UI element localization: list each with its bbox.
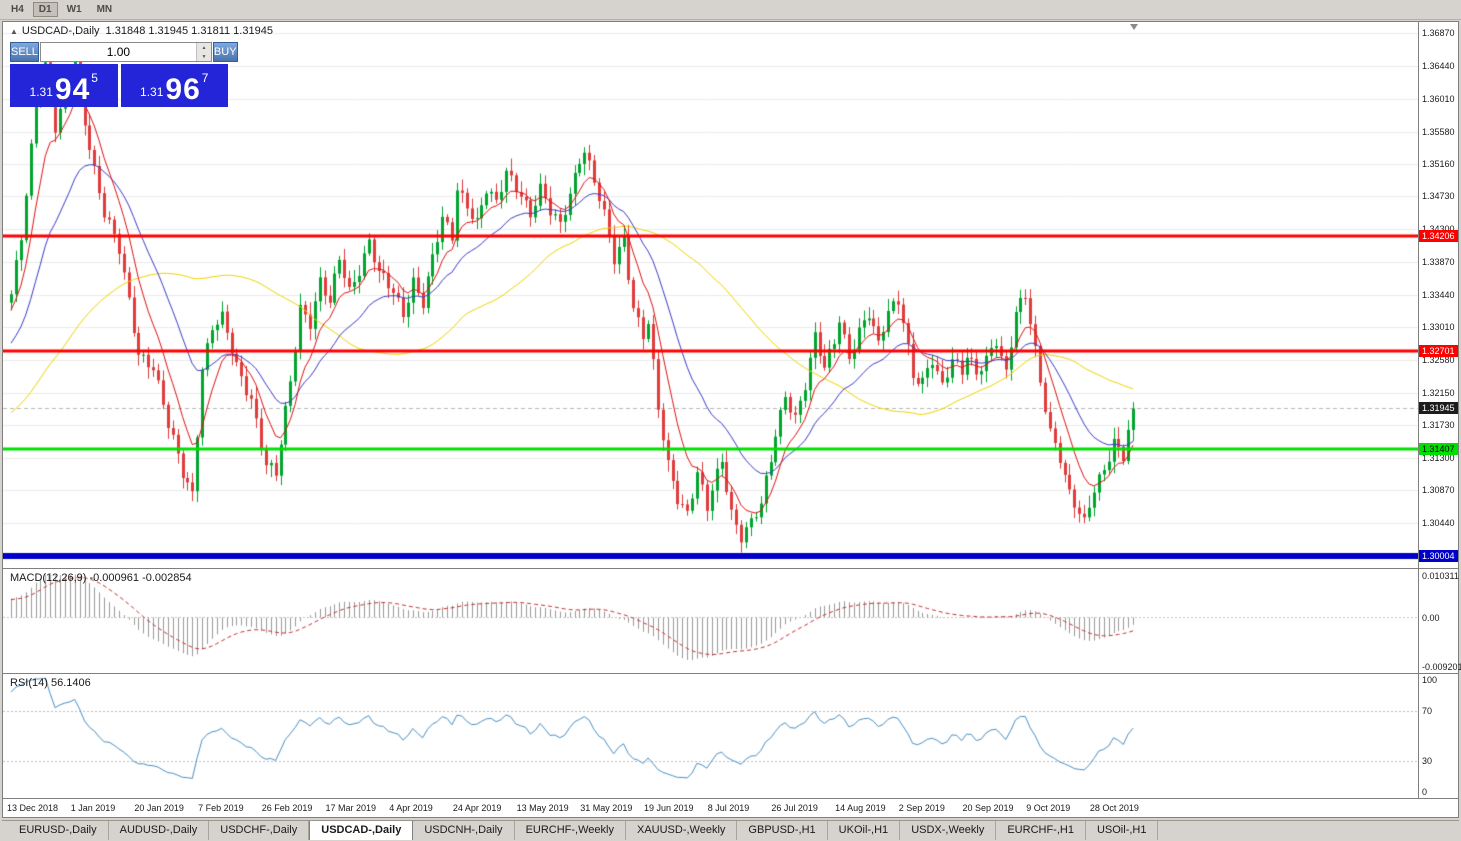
trade-prices-row: 1.31 94 5 1.31 96 7 xyxy=(10,64,228,107)
time-axis-label: 1 Jan 2019 xyxy=(70,803,116,813)
time-axis-label: 19 Jun 2019 xyxy=(644,803,694,813)
time-axis-label: 7 Feb 2019 xyxy=(198,803,244,813)
timeframe-button-h4[interactable]: H4 xyxy=(11,4,24,15)
chart-shift-marker-icon[interactable] xyxy=(1130,24,1138,30)
level-price-label: 1.31407 xyxy=(1419,443,1458,455)
time-axis-label: 4 Apr 2019 xyxy=(389,803,433,813)
chart-window: 13 Dec 2018 1 Jan 2019 20 Jan 2019 7 Feb 20… xyxy=(2,21,1461,818)
time-axis-label: 9 Oct 2019 xyxy=(1026,803,1071,813)
tab-usdcnh-daily[interactable]: USDCNH-,Daily xyxy=(413,821,515,840)
price-axis-divider xyxy=(1418,22,1419,799)
price-axis-tick: 1.33440 xyxy=(1422,290,1455,300)
time-axis-label: 20 Sep 2019 xyxy=(962,803,1014,813)
time-axis-label: 13 Dec 2018 xyxy=(7,803,59,813)
sell-price-prefix: 1.31 xyxy=(29,85,53,99)
time-axis-label: 26 Feb 2019 xyxy=(261,803,313,813)
sell-price-big: 94 xyxy=(54,73,91,106)
price-axis-tick: 1.31730 xyxy=(1422,420,1455,430)
price-axis-tick: 1.36010 xyxy=(1422,94,1455,104)
level-price-label: 1.32701 xyxy=(1419,345,1458,357)
level-price-label: 1.30004 xyxy=(1419,550,1458,562)
tab-usdchf-daily[interactable]: USDCHF-,Daily xyxy=(209,821,310,840)
level-price-label: 1.34206 xyxy=(1419,230,1458,242)
volume-input[interactable] xyxy=(40,43,196,61)
price-axis-tick: 1.31300 xyxy=(1422,453,1455,463)
price-axis-tick: 1.35580 xyxy=(1422,127,1455,137)
tab-usdx-weekly[interactable]: USDX-,Weekly xyxy=(900,821,997,840)
time-axis-label: 17 Mar 2019 xyxy=(325,803,377,813)
macd-axis-zero: 0.00 xyxy=(1422,612,1440,623)
price-axis-tick: 1.33870 xyxy=(1422,257,1455,267)
time-axis-label: 26 Jul 2019 xyxy=(771,803,818,813)
sell-price-point: 5 xyxy=(91,71,98,85)
time-axis-label: 2 Sep 2019 xyxy=(898,803,945,813)
pane-splitter[interactable] xyxy=(3,568,1458,569)
chart-title: ▲ USDCAD-,Daily 1.31848 1.31945 1.31811 1.… xyxy=(10,25,273,37)
tab-usdcad-daily[interactable]: USDCAD-,Daily xyxy=(309,821,414,840)
buy-price-point: 7 xyxy=(201,71,209,85)
price-axis-tick: 1.30440 xyxy=(1422,518,1455,528)
sell-price-display[interactable]: 1.31 94 5 xyxy=(10,64,118,107)
volume-down-icon[interactable]: ▼ xyxy=(196,52,211,61)
volume-up-icon[interactable]: ▲ xyxy=(196,43,211,52)
timeframe-toolbar: H4 D1 W1 MN xyxy=(0,0,1461,20)
macd-axis-max: 0.010311 xyxy=(1422,571,1459,581)
macd-indicator-label: MACD(12,26,9) -0.000961 -0.002854 xyxy=(10,572,192,584)
time-axis-label: 13 May 2019 xyxy=(516,803,569,813)
timeframe-button-w1[interactable]: W1 xyxy=(66,4,82,15)
trade-controls-row: SELL ▲ ▼ BUY xyxy=(10,42,238,62)
buy-price-big: 96 xyxy=(165,73,201,106)
price-axis-tick: 1.32580 xyxy=(1422,355,1455,365)
one-click-trading-panel: SELL ▲ ▼ BUY 1.31 94 5 1.31 96 7 xyxy=(10,42,238,107)
chart-symbol-period: USDCAD-,Daily xyxy=(21,25,100,37)
timeframe-button-mn[interactable]: MN xyxy=(96,4,113,15)
tab-gbpusd-h1[interactable]: GBPUSD-,H1 xyxy=(737,821,828,840)
volume-box: ▲ ▼ xyxy=(39,42,212,62)
price-axis-tick: 1.34300 xyxy=(1422,224,1455,234)
price-axis-tick: 1.35160 xyxy=(1422,159,1455,169)
time-axis-label: 31 May 2019 xyxy=(580,803,633,813)
rsi-axis-tick: 100 xyxy=(1422,675,1438,685)
current-price-label: 1.31945 xyxy=(1419,402,1458,414)
rsi-indicator-canvas[interactable] xyxy=(3,674,1418,798)
tab-eurchf-weekly[interactable]: EURCHF-,Weekly xyxy=(515,821,626,840)
rsi-axis-tick: 30 xyxy=(1422,756,1433,766)
price-axis-tick: 1.34730 xyxy=(1422,191,1455,201)
tab-ukoil-h1[interactable]: UKOil-,H1 xyxy=(828,821,901,840)
chart-ohlc-values: 1.31848 1.31945 1.31811 1.31945 xyxy=(105,25,273,37)
time-axis-label: 20 Jan 2019 xyxy=(134,803,184,813)
volume-spinner: ▲ ▼ xyxy=(195,43,211,61)
macd-axis-min: -0.009201 xyxy=(1422,662,1461,672)
sell-button[interactable]: SELL xyxy=(10,42,39,62)
rsi-indicator-label: RSI(14) 56.1406 xyxy=(10,677,91,689)
one-click-collapse-icon[interactable]: ▲ xyxy=(10,27,18,36)
buy-button[interactable]: BUY xyxy=(212,42,238,62)
time-axis-label: 28 Oct 2019 xyxy=(1089,803,1139,813)
price-axis-tick: 1.30870 xyxy=(1422,485,1455,495)
time-axis-label: 14 Aug 2019 xyxy=(835,803,886,813)
tab-xauusd-weekly[interactable]: XAUUSD-,Weekly xyxy=(626,821,738,840)
macd-indicator-canvas[interactable] xyxy=(3,569,1418,673)
rsi-axis-tick: 70 xyxy=(1422,706,1433,716)
tab-usoil-h1[interactable]: USOil-,H1 xyxy=(1086,821,1159,840)
tab-eurusd-daily[interactable]: EURUSD-,Daily xyxy=(8,821,109,840)
buy-price-prefix: 1.31 xyxy=(140,85,164,99)
time-axis[interactable]: 13 Dec 2018 1 Jan 2019 20 Jan 2019 7 Feb 20… xyxy=(3,799,1458,817)
price-axis-tick: 1.32150 xyxy=(1422,388,1455,398)
pane-splitter xyxy=(3,798,1458,799)
rsi-axis-tick: 0 xyxy=(1422,787,1428,797)
chart-tabs-bar: EURUSD-,Daily AUDUSD-,Daily USDCHF-,Dail… xyxy=(2,820,1459,840)
price-axis-tick: 1.36870 xyxy=(1422,28,1455,38)
tab-eurchf-h1[interactable]: EURCHF-,H1 xyxy=(996,821,1086,840)
price-chart-canvas[interactable] xyxy=(3,22,1418,568)
pane-splitter[interactable] xyxy=(3,673,1458,674)
price-axis-tick: 1.36440 xyxy=(1422,61,1455,71)
timeframe-button-d1[interactable]: D1 xyxy=(32,2,58,17)
time-axis-label: 24 Apr 2019 xyxy=(452,803,502,813)
price-axis-tick: 1.33010 xyxy=(1422,322,1455,332)
tab-audusd-daily[interactable]: AUDUSD-,Daily xyxy=(109,821,210,840)
buy-price-display[interactable]: 1.31 96 7 xyxy=(120,64,228,107)
time-axis-label: 8 Jul 2019 xyxy=(707,803,750,813)
